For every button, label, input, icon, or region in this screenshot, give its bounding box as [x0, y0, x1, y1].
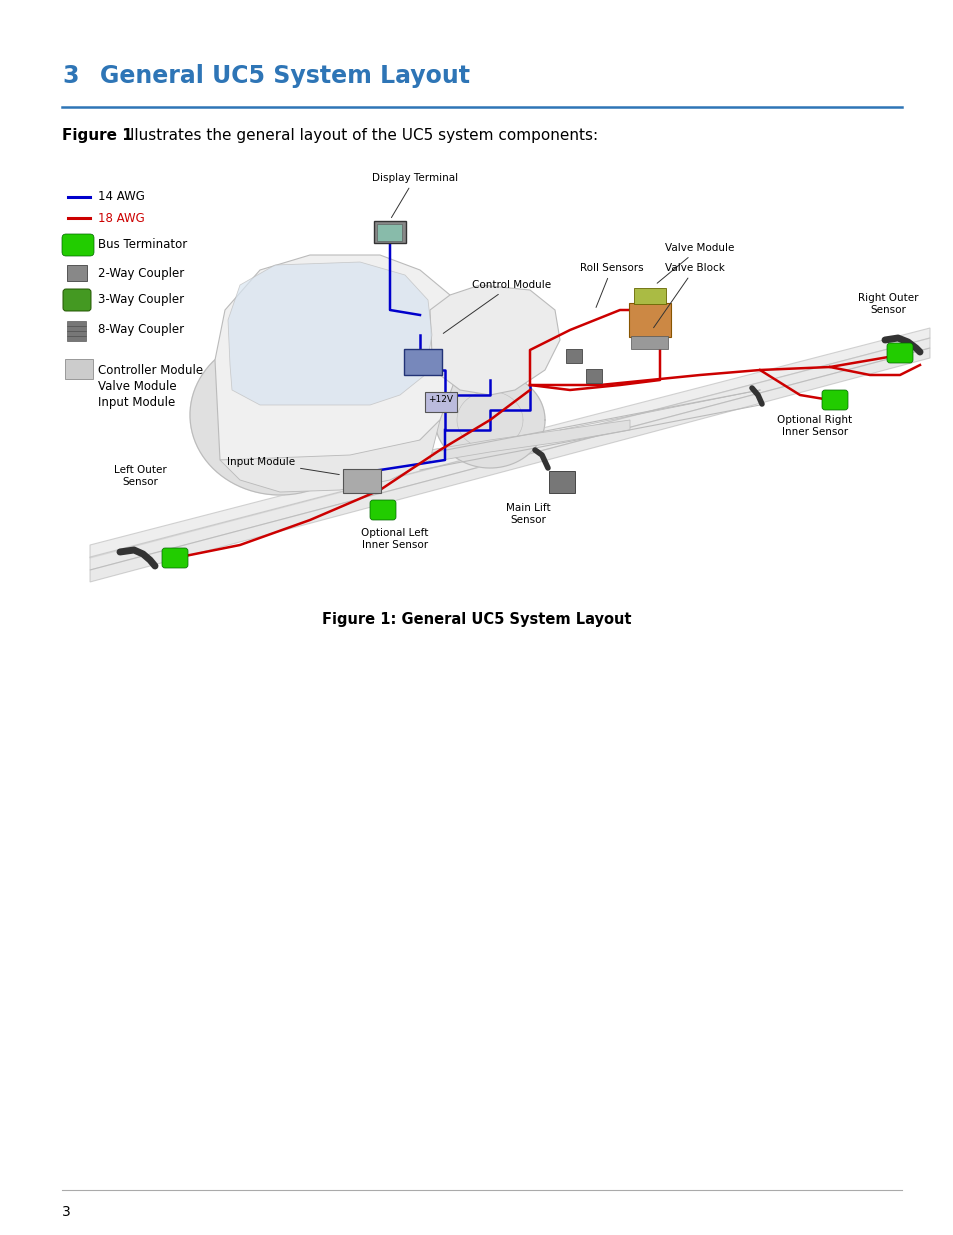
FancyBboxPatch shape — [62, 233, 94, 256]
Polygon shape — [90, 338, 929, 571]
FancyBboxPatch shape — [821, 390, 847, 410]
FancyBboxPatch shape — [377, 224, 402, 241]
FancyBboxPatch shape — [67, 266, 87, 282]
Text: Display Terminal: Display Terminal — [372, 173, 457, 217]
Text: 14 AWG: 14 AWG — [98, 190, 145, 204]
Text: General UC5 System Layout: General UC5 System Layout — [100, 64, 470, 88]
Text: 2-Way Coupler: 2-Way Coupler — [98, 267, 184, 279]
FancyBboxPatch shape — [374, 221, 406, 243]
Text: Figure 1: General UC5 System Layout: Figure 1: General UC5 System Layout — [322, 613, 631, 627]
Text: Optional Left
Inner Sensor: Optional Left Inner Sensor — [361, 529, 428, 550]
Text: 18 AWG: 18 AWG — [98, 211, 145, 225]
Polygon shape — [214, 254, 459, 459]
Text: Controller Module
Valve Module
Input Module: Controller Module Valve Module Input Mod… — [98, 364, 203, 409]
Text: Main Lift
Sensor: Main Lift Sensor — [505, 503, 550, 525]
FancyBboxPatch shape — [68, 336, 87, 341]
FancyBboxPatch shape — [68, 326, 87, 331]
FancyBboxPatch shape — [548, 471, 575, 493]
Text: Right Outer
Sensor: Right Outer Sensor — [857, 294, 918, 315]
FancyBboxPatch shape — [68, 321, 87, 326]
Polygon shape — [435, 372, 544, 468]
Text: Valve Block: Valve Block — [653, 263, 724, 327]
Text: Left Outer
Sensor: Left Outer Sensor — [113, 466, 166, 487]
FancyBboxPatch shape — [634, 288, 665, 304]
Text: Valve Module: Valve Module — [657, 243, 734, 283]
FancyBboxPatch shape — [585, 369, 601, 383]
FancyBboxPatch shape — [68, 331, 87, 336]
Polygon shape — [90, 329, 929, 558]
FancyBboxPatch shape — [565, 350, 581, 363]
Text: Roll Sensors: Roll Sensors — [579, 263, 643, 308]
FancyBboxPatch shape — [63, 289, 91, 311]
Text: Control Module: Control Module — [443, 280, 551, 333]
Text: Figure 1: Figure 1 — [62, 128, 132, 143]
Text: Input Module: Input Module — [227, 457, 339, 474]
FancyBboxPatch shape — [65, 359, 92, 379]
FancyBboxPatch shape — [403, 350, 441, 375]
Text: 8-Way Coupler: 8-Way Coupler — [98, 324, 184, 336]
Text: illustrates the general layout of the UC5 system components:: illustrates the general layout of the UC… — [121, 128, 598, 143]
Polygon shape — [228, 262, 432, 405]
FancyBboxPatch shape — [162, 548, 188, 568]
Text: Bus Terminator: Bus Terminator — [98, 238, 187, 252]
FancyBboxPatch shape — [631, 336, 668, 348]
Text: +12V: +12V — [428, 394, 453, 404]
FancyBboxPatch shape — [628, 303, 670, 337]
FancyBboxPatch shape — [370, 500, 395, 520]
Polygon shape — [90, 348, 929, 582]
Polygon shape — [220, 420, 439, 492]
FancyBboxPatch shape — [886, 343, 912, 363]
Polygon shape — [430, 420, 629, 462]
FancyBboxPatch shape — [343, 469, 380, 493]
Text: 3: 3 — [62, 1205, 71, 1219]
Text: Optional Right
Inner Sensor: Optional Right Inner Sensor — [777, 415, 852, 437]
Text: 3-Way Coupler: 3-Way Coupler — [98, 294, 184, 306]
Polygon shape — [430, 285, 559, 395]
Text: 3: 3 — [62, 64, 78, 88]
Polygon shape — [190, 335, 370, 495]
FancyBboxPatch shape — [424, 391, 456, 412]
